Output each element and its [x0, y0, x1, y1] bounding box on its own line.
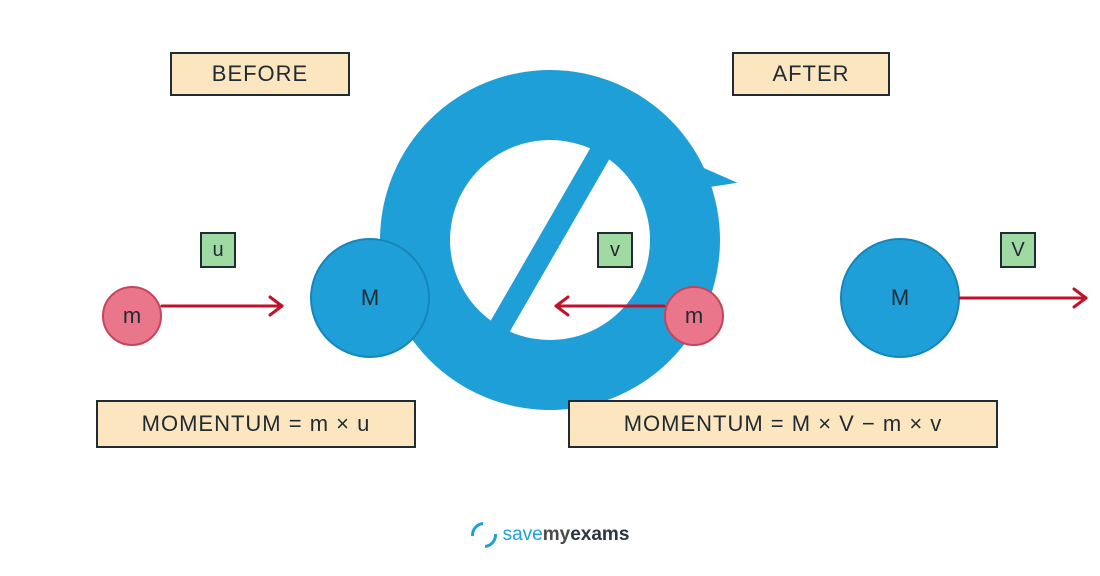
footer-save: save — [503, 524, 543, 545]
momentum-after-text: MOMENTUM = M × V − m × v — [624, 411, 943, 437]
momentum-before-text: MOMENTUM = m × u — [142, 411, 371, 437]
footer-exams: exams — [570, 524, 629, 545]
footer-my: my — [543, 524, 570, 545]
diagram-canvas: BEFORE AFTER u v V m M m M MOMENTUM — [0, 0, 1100, 576]
footer-logo: savemyexams — [0, 522, 1100, 548]
footer-swirl-icon — [465, 517, 502, 554]
momentum-before-equation: MOMENTUM = m × u — [96, 400, 416, 448]
momentum-after-equation: MOMENTUM = M × V − m × v — [568, 400, 998, 448]
arrow-capital-v-right — [0, 0, 1100, 576]
